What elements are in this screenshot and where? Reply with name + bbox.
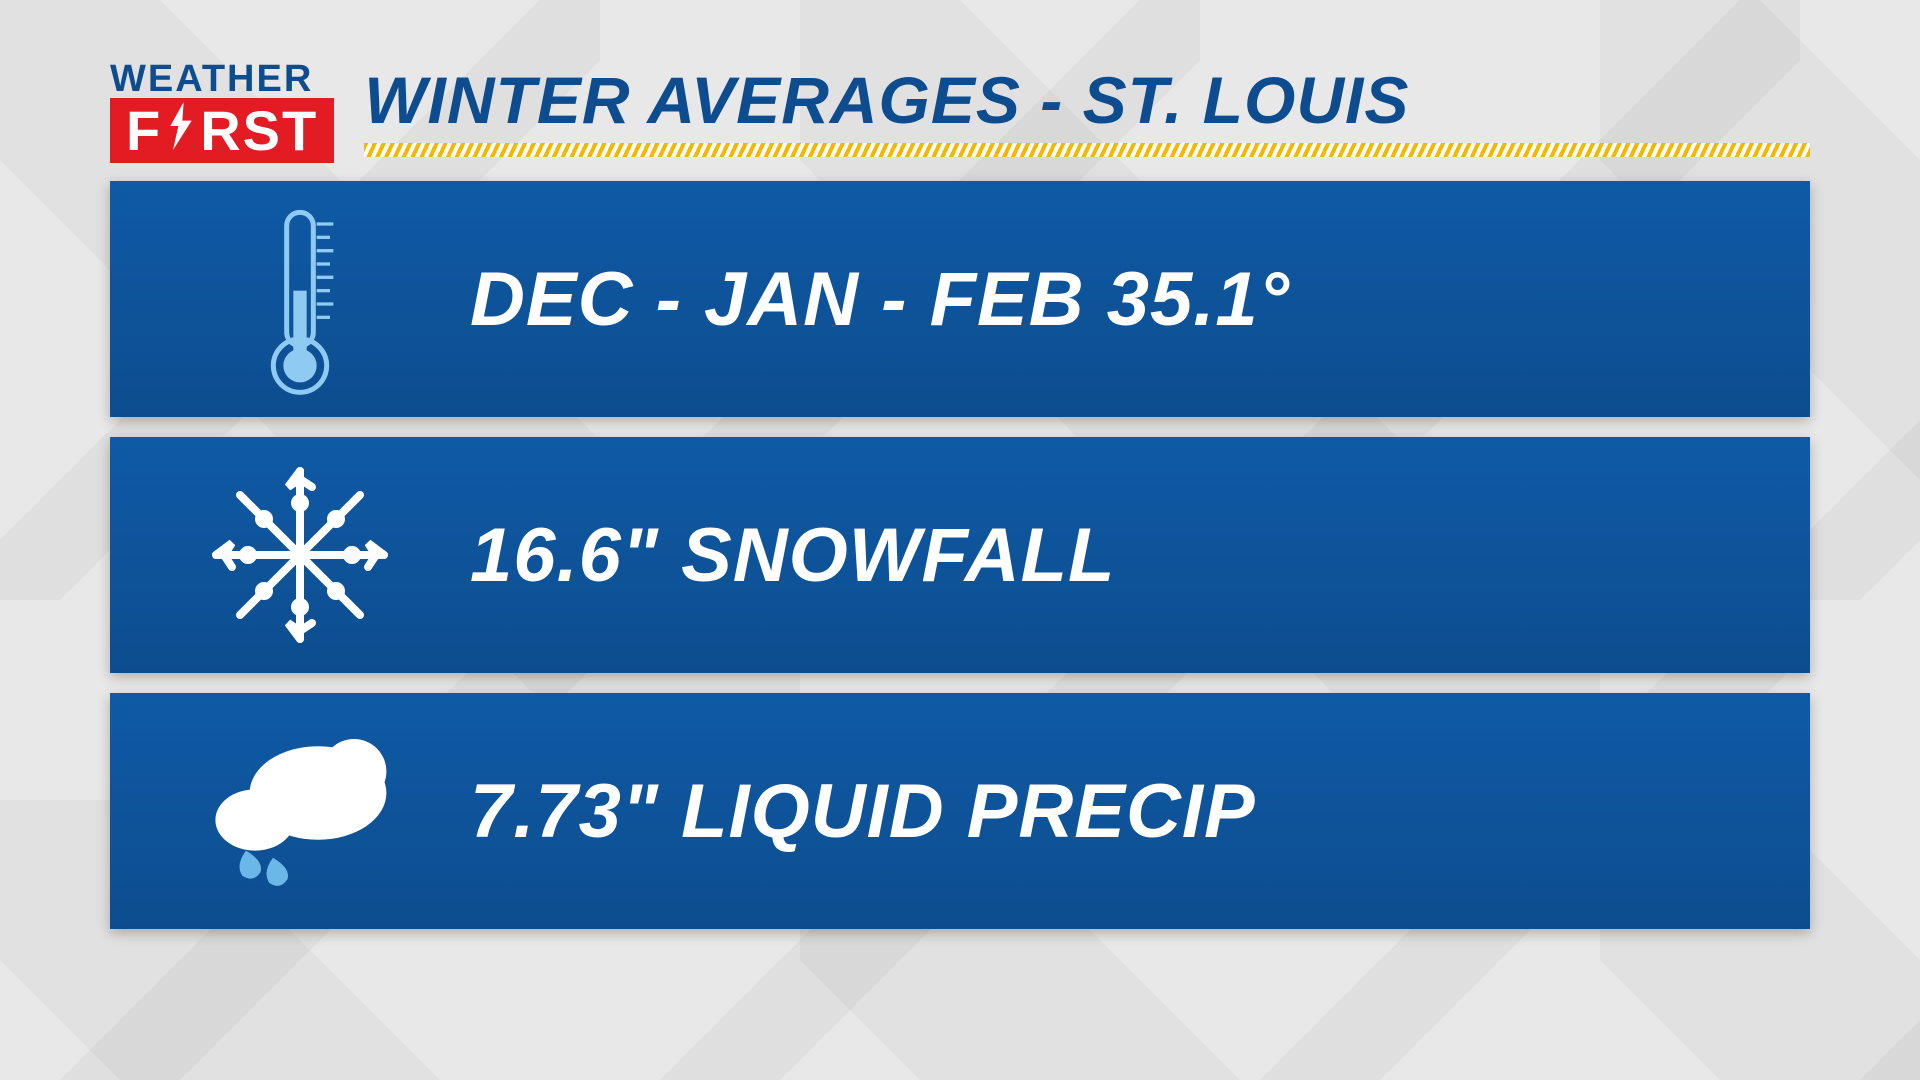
weather-first-logo: WEATHER F RST bbox=[110, 60, 334, 163]
precip-text: 7.73" LIQUID PRECIP bbox=[470, 768, 1256, 855]
precip-panel: 7.73" LIQUID PRECIP bbox=[110, 693, 1810, 929]
snowfall-panel: 16.6" SNOWFALL bbox=[110, 437, 1810, 673]
header-row: WEATHER F RST WINTER AVERAGES - ST. LOUI… bbox=[110, 60, 1810, 163]
thermometer-icon bbox=[170, 199, 430, 399]
logo-first-suffix: RST bbox=[200, 103, 318, 159]
temperature-text: DEC - JAN - FEB 35.1° bbox=[470, 256, 1290, 343]
page-title: WINTER AVERAGES - ST. LOUIS bbox=[364, 67, 1810, 133]
rain-cloud-icon bbox=[170, 721, 430, 901]
snowflake-icon bbox=[170, 455, 430, 655]
main-container: WEATHER F RST WINTER AVERAGES - ST. LOUI… bbox=[0, 0, 1920, 929]
logo-weather-text: WEATHER bbox=[110, 60, 313, 98]
data-panels: DEC - JAN - FEB 35.1° bbox=[110, 181, 1810, 929]
temperature-panel: DEC - JAN - FEB 35.1° bbox=[110, 181, 1810, 417]
snowfall-text: 16.6" SNOWFALL bbox=[470, 512, 1115, 599]
logo-first-prefix: F bbox=[126, 103, 162, 159]
title-block: WINTER AVERAGES - ST. LOUIS bbox=[364, 67, 1810, 157]
title-stripe bbox=[364, 143, 1810, 157]
lightning-bolt-icon bbox=[164, 102, 198, 159]
logo-first-badge: F RST bbox=[110, 98, 334, 163]
